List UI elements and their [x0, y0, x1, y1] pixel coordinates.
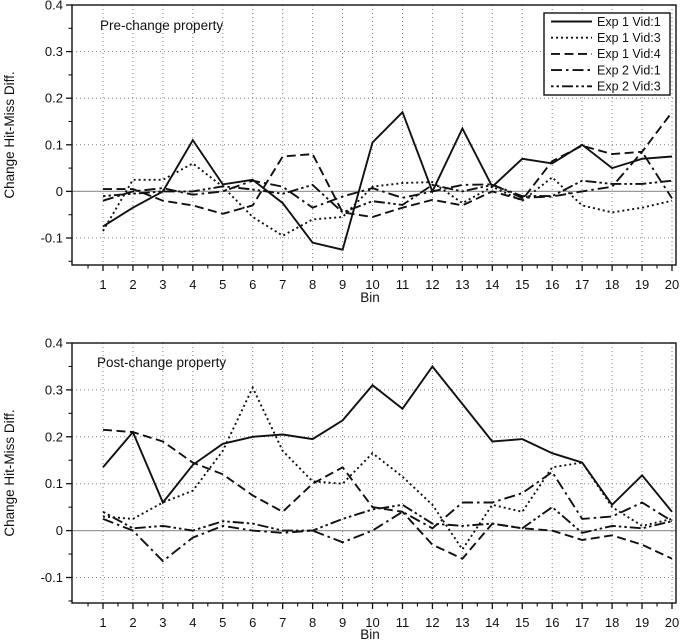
x-tick-label: 12 — [425, 277, 439, 292]
y-tick-label: -0.1 — [41, 231, 63, 246]
x-tick-label: 7 — [279, 615, 286, 630]
legend-label: Exp 2 Vid:3 — [597, 80, 661, 94]
x-tick-label: 7 — [279, 277, 286, 292]
y-axis-label-post: Change Hit-Miss Diff. — [2, 409, 17, 536]
series-line-dashdot — [102, 150, 673, 209]
legend-label: Exp 2 Vid:1 — [597, 63, 661, 77]
pre-change-panel: 1 2 3 4 5 6 7 8 9 10 11 12 13 14 15 16 17 18 19 20-0.100.10… — [41, 0, 680, 292]
x-tick-label: 10 — [365, 277, 379, 292]
x-tick-label: 17 — [575, 277, 589, 292]
x-tick-label: 4 — [189, 615, 196, 630]
y-tick-label: 0.2 — [45, 91, 63, 106]
series-line-solid — [102, 364, 673, 513]
series-line-dashdot — [102, 470, 673, 563]
x-tick-label: 16 — [545, 615, 559, 630]
x-tick-label: 19 — [635, 615, 649, 630]
y-tick-label: 0.1 — [45, 476, 63, 491]
series-line-dashed — [102, 428, 673, 560]
legend-label: Exp 1 Vid:4 — [597, 47, 661, 61]
x-tick-label: 20 — [665, 615, 679, 630]
series-line-dashdotdot — [102, 179, 673, 214]
x-tick-label: 14 — [485, 277, 499, 292]
x-tick-label: 5 — [219, 615, 226, 630]
x-tick-label: 10 — [365, 615, 379, 630]
y-tick-label: 0.4 — [45, 0, 63, 13]
y-tick-label: 0.4 — [45, 336, 63, 351]
x-tick-label: 15 — [515, 615, 529, 630]
y-tick-label: -0.1 — [41, 570, 63, 585]
x-tick-label: 9 — [339, 277, 346, 292]
x-tick-label: 19 — [635, 277, 649, 292]
series-line-dotted — [102, 385, 673, 552]
x-tick-label: 17 — [575, 615, 589, 630]
x-tick-label: 13 — [455, 277, 469, 292]
y-tick-label: 0 — [56, 184, 63, 199]
legend-label: Exp 1 Vid:3 — [597, 31, 661, 45]
panel-title-pre: Pre-change property — [100, 18, 223, 33]
x-tick-label: 6 — [249, 277, 256, 292]
y-tick-label: 0.2 — [45, 429, 63, 444]
plot-box — [71, 342, 677, 604]
series-line-dotted — [102, 162, 673, 237]
x-tick-label: 18 — [605, 277, 619, 292]
y-tick-label: 0.3 — [45, 44, 63, 59]
legend-box: Exp 1 Vid:1 Exp 1 Vid:3 Exp 1 Vid:4 Exp 2 V… — [543, 12, 671, 96]
y-tick-label: 0.3 — [45, 382, 63, 397]
y-tick-label: 0.1 — [45, 137, 63, 152]
x-tick-label: 6 — [249, 615, 256, 630]
y-axis-label-pre: Change Hit-Miss Diff. — [2, 71, 17, 198]
x-tick-label: 1 — [99, 615, 106, 630]
plot-box — [71, 4, 677, 266]
x-tick-label: 8 — [309, 615, 316, 630]
x-tick-label: 9 — [339, 615, 346, 630]
x-tick-label: 8 — [309, 277, 316, 292]
x-tick-label: 5 — [219, 277, 226, 292]
x-tick-label: 1 — [99, 277, 106, 292]
x-tick-label: 20 — [665, 277, 679, 292]
x-tick-label: 13 — [455, 615, 469, 630]
panel-title-post: Post-change property — [97, 355, 226, 370]
x-axis-label-pre: Bin — [360, 290, 380, 305]
x-tick-label: 14 — [485, 615, 499, 630]
post-change-panel: 1 2 3 4 5 6 7 8 9 10 11 12 13 14 15 16 17 18 19 20-0.100.10… — [41, 336, 680, 631]
x-tick-label: 16 — [545, 277, 559, 292]
series-line-dashed — [103, 111, 673, 218]
y-tick-label: 0 — [56, 523, 63, 538]
x-tick-label: 18 — [605, 615, 619, 630]
x-tick-label: 11 — [396, 277, 410, 292]
x-tick-label: 3 — [159, 277, 166, 292]
legend-label: Exp 1 Vid:1 — [597, 15, 661, 29]
x-tick-label: 2 — [129, 277, 136, 292]
x-tick-label: 12 — [425, 615, 439, 630]
x-tick-label: 4 — [189, 277, 196, 292]
x-tick-label: 2 — [129, 615, 136, 630]
x-tick-label: 11 — [396, 615, 410, 630]
x-tick-label: 3 — [159, 615, 166, 630]
x-tick-label: 15 — [515, 277, 529, 292]
x-axis-label-post: Bin — [360, 627, 380, 642]
series-line-dashdotdot — [102, 503, 673, 534]
